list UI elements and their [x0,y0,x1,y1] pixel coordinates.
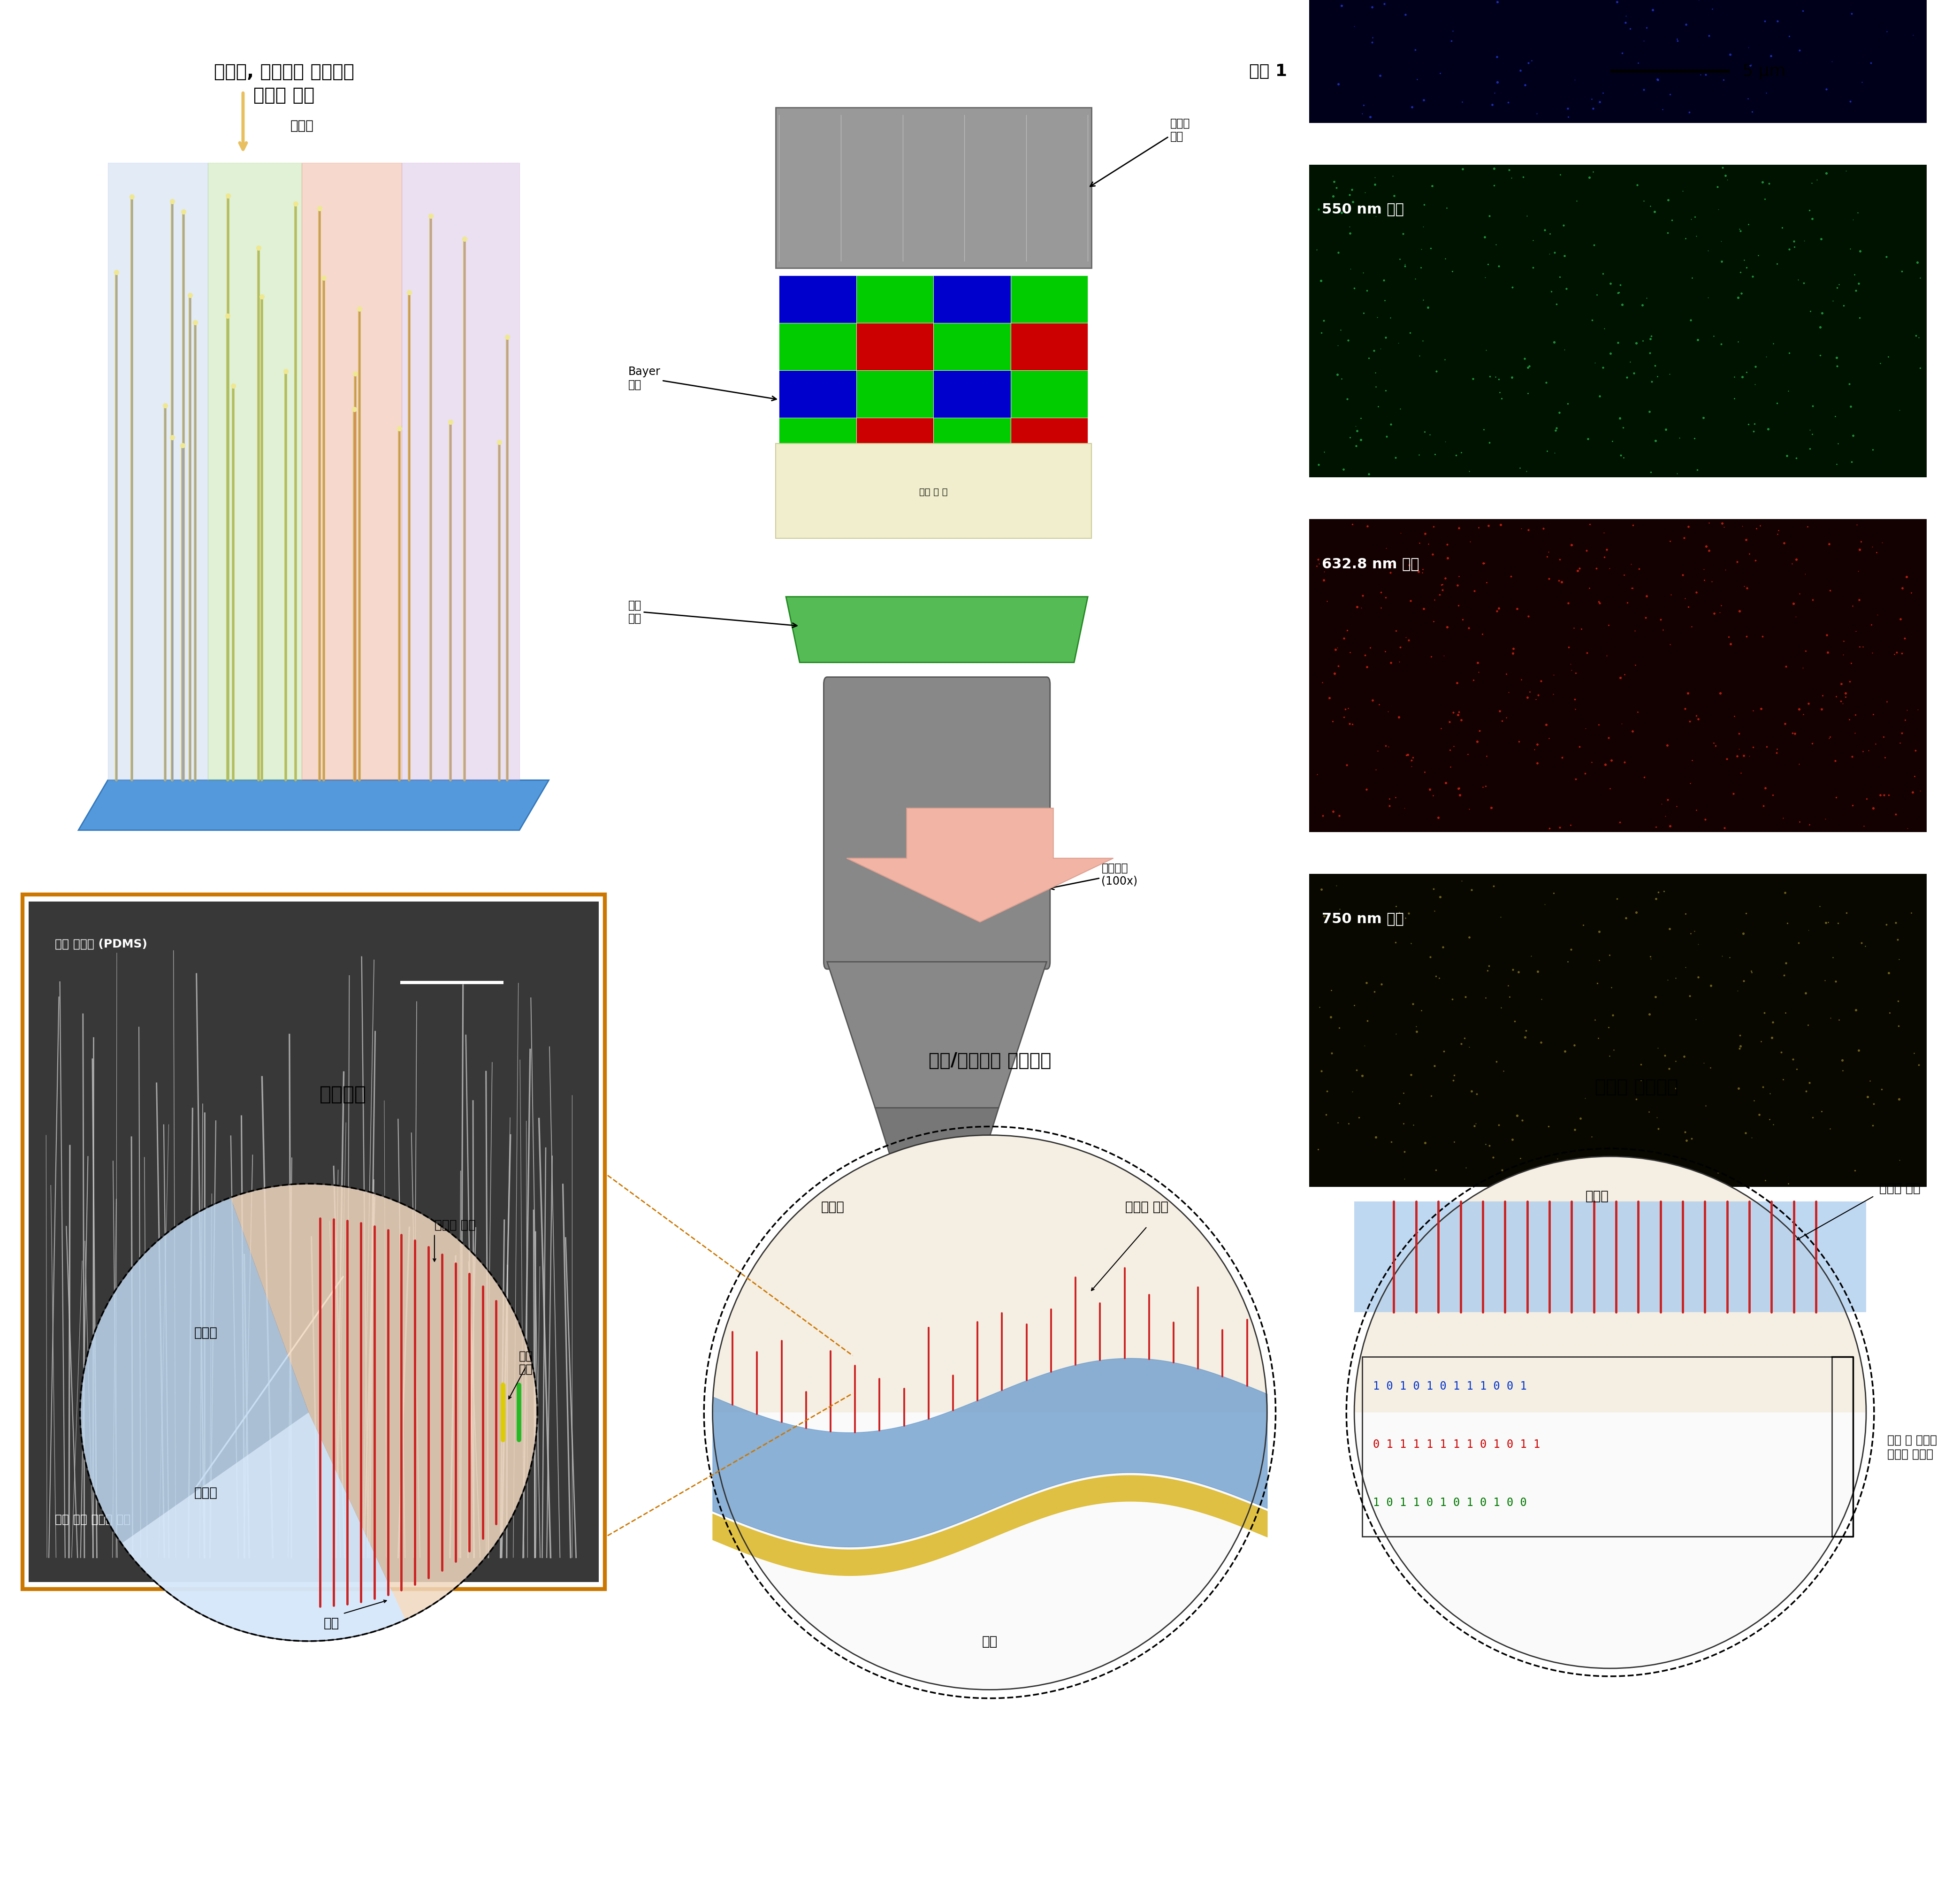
Text: 1 0 1 0 1 0 1 1 1 0 0 1: 1 0 1 0 1 0 1 1 1 0 0 1 [1372,1380,1527,1392]
Text: 샘플 1: 샘플 1 [1249,63,1288,80]
Text: 750 nm 파장: 750 nm 파장 [1321,912,1403,925]
Polygon shape [813,1407,1066,1494]
Text: 필터 된 빛: 필터 된 빛 [919,487,947,497]
Text: 고밀도, 불규칙한 갈륨비소
나노선 다발: 고밀도, 불규칙한 갈륨비소 나노선 다발 [214,63,355,104]
Wedge shape [231,1183,537,1619]
Bar [778,277,857,324]
Text: 나노선 다발: 나노선 다발 [1880,1183,1921,1194]
Text: 550 nm 파장: 550 nm 파장 [1321,203,1403,216]
Bar [1011,277,1088,324]
Text: 태양광: 태양광 [821,1200,845,1213]
Text: 백색광: 백색광 [929,1445,951,1456]
Text: 이미지
센서: 이미지 센서 [1090,118,1190,188]
Polygon shape [827,961,1047,1107]
Title: 인공망막: 인공망막 [319,1085,367,1103]
Wedge shape [713,1136,1266,1413]
Text: 나노선 다발: 나노선 다발 [1125,1200,1168,1213]
Bar [857,372,933,419]
Bar [778,419,857,466]
Bar [933,324,1011,372]
Polygon shape [888,1196,986,1268]
Bar [857,324,933,372]
Wedge shape [122,1413,406,1642]
Text: 파장 별 무관한
비트맵 시퀀스: 파장 별 무관한 비트맵 시퀀스 [1887,1433,1936,1460]
Text: 외부광: 외부광 [1586,1189,1609,1202]
Bar [1011,324,1088,372]
Wedge shape [80,1198,406,1642]
Circle shape [713,1136,1266,1689]
Bar [1362,1358,1833,1536]
Text: 유리체: 유리체 [194,1325,218,1339]
Title: 경량/플렉서블 태양전지: 경량/플렉서블 태양전지 [929,1052,1051,1069]
Text: 대물렌즈
(100x): 대물렌즈 (100x) [1049,863,1137,889]
Polygon shape [792,1356,1088,1407]
Text: 전극: 전극 [982,1634,998,1648]
Bar [1011,372,1088,419]
Text: 투명 폴리머 (PDMS): 투명 폴리머 (PDMS) [55,939,147,950]
Bar [1354,1202,1866,1312]
Bar [778,324,857,372]
FancyArrow shape [847,808,1113,921]
Text: 전기
신호: 전기 신호 [519,1350,533,1375]
FancyBboxPatch shape [776,444,1092,538]
Bar [778,372,857,419]
Bar [933,277,1011,324]
Text: 632.8 nm 파장: 632.8 nm 파장 [1321,557,1419,571]
Text: 1 0 1 1 0 1 0 1 0 1 0 0: 1 0 1 1 0 1 0 1 0 1 0 0 [1372,1496,1527,1507]
Text: 광학
필터: 광학 필터 [627,599,798,628]
Polygon shape [827,1304,1054,1356]
Bar [857,419,933,466]
Text: 나노선 다발: 나노선 다발 [435,1219,476,1231]
Text: 백색광: 백색광 [290,119,314,133]
Polygon shape [874,1107,998,1196]
Bar [933,372,1011,419]
Title: 물리적 복제방지: 물리적 복제방지 [1595,1079,1678,1096]
FancyBboxPatch shape [776,108,1092,269]
Text: 갈륨 비소 나노선 다발: 갈륨 비소 나노선 다발 [55,1513,131,1524]
Circle shape [1354,1157,1866,1668]
Text: 망막: 망막 [323,1615,339,1629]
Polygon shape [78,781,549,830]
Text: Bayer
필터: Bayer 필터 [627,366,776,400]
Wedge shape [1354,1157,1866,1413]
Bar [1011,419,1088,466]
Text: 입사광: 입사광 [194,1486,218,1500]
Text: 0 1 1 1 1 1 1 1 0 1 0 1 1: 0 1 1 1 1 1 1 1 0 1 0 1 1 [1372,1439,1541,1450]
Text: 5 μm: 5 μm [1742,63,1786,80]
Bar [857,277,933,324]
Bar [882,1217,998,1304]
Polygon shape [786,597,1088,664]
Bar [933,419,1011,466]
FancyBboxPatch shape [823,677,1051,969]
